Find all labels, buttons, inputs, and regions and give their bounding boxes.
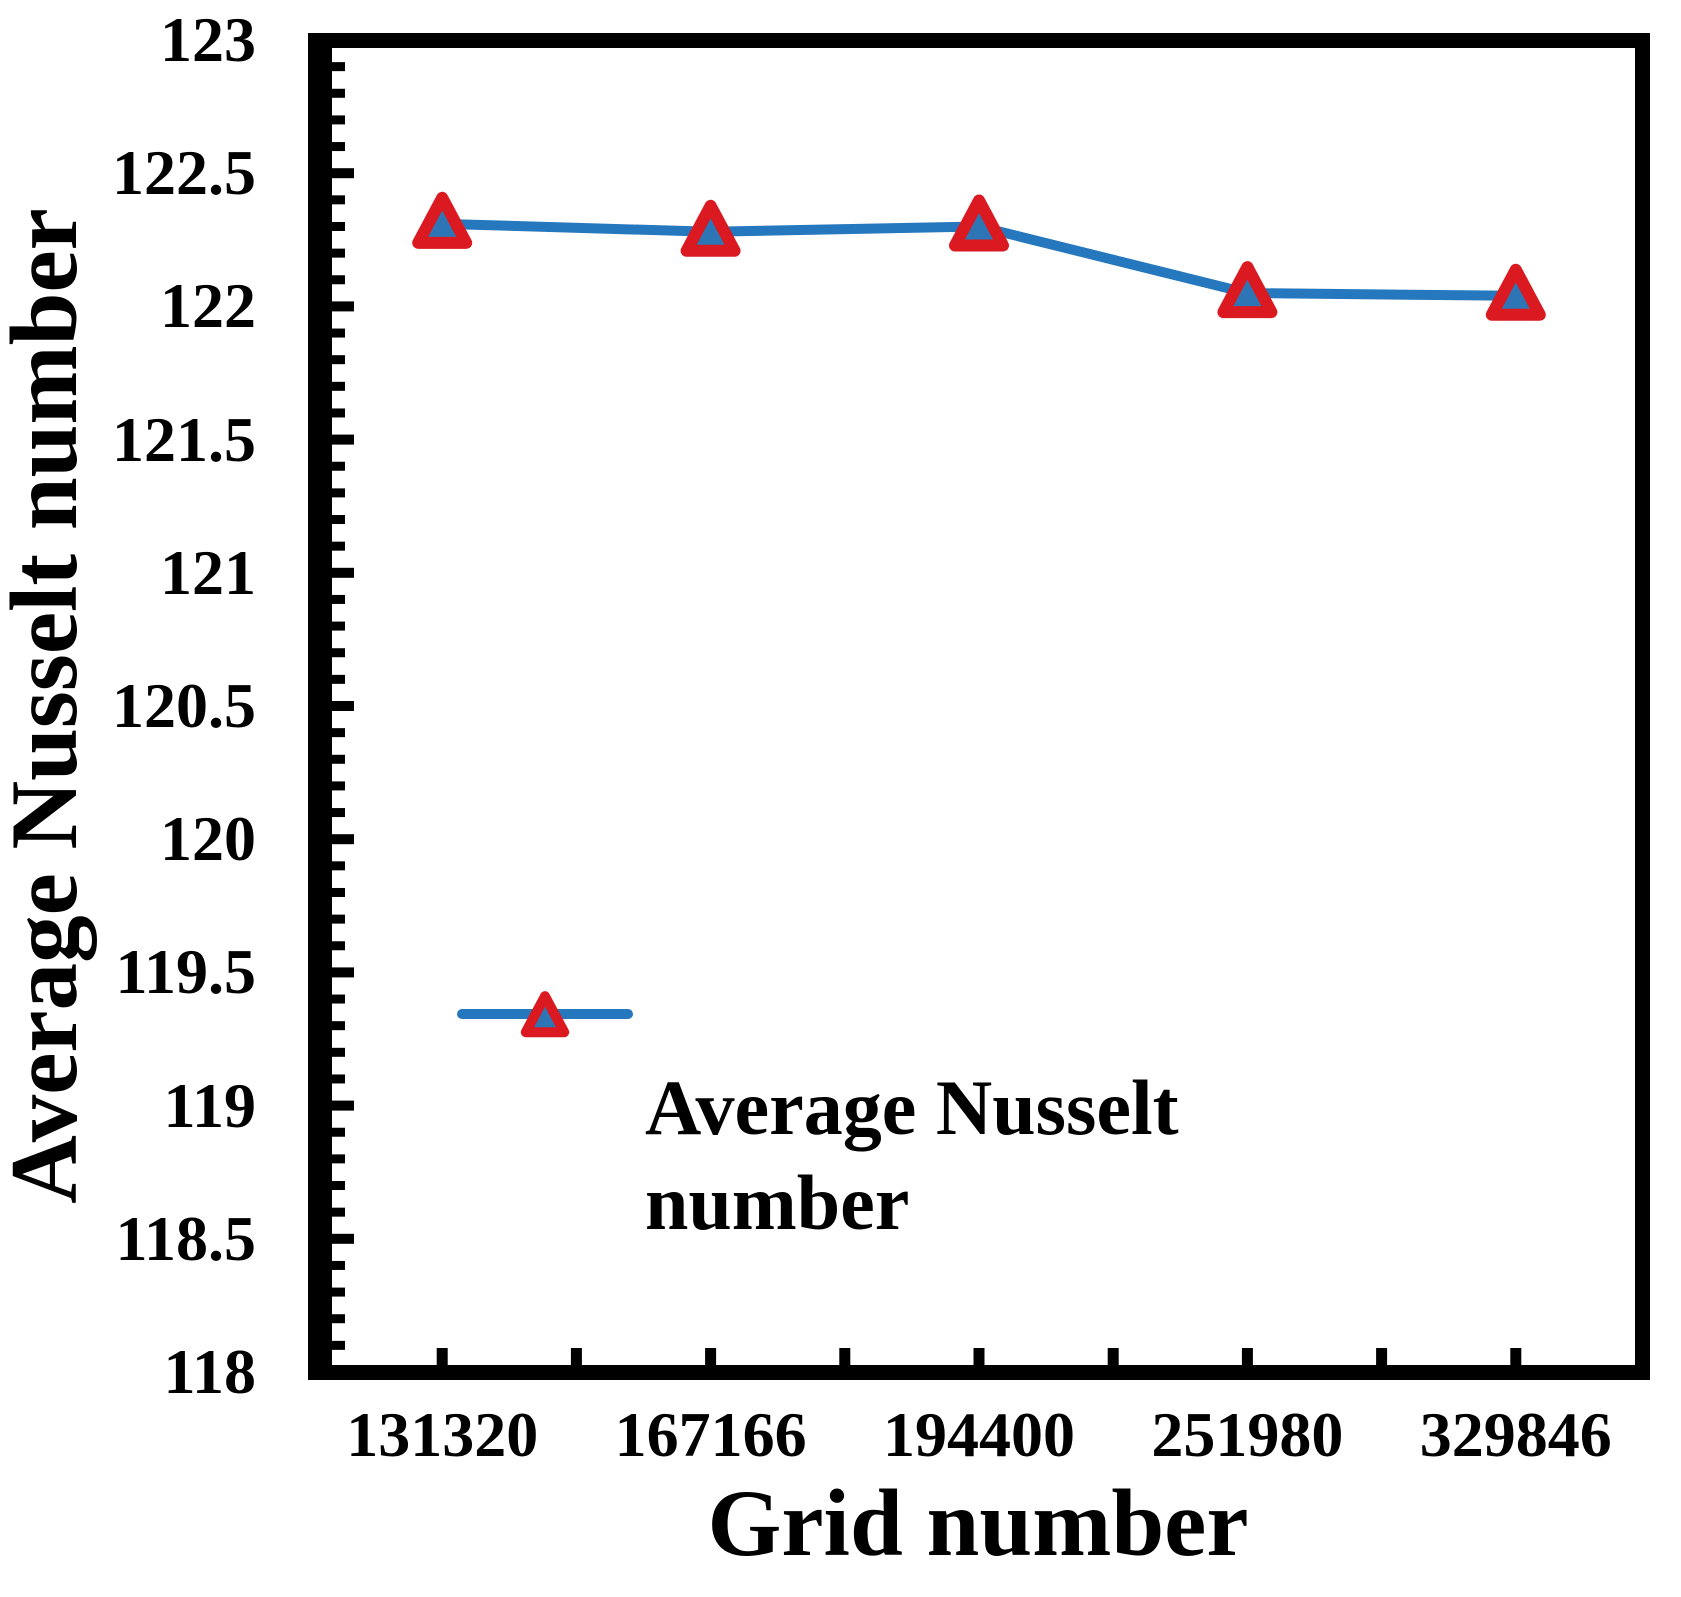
x-tick xyxy=(705,1348,717,1365)
y-minor-tick xyxy=(332,1314,345,1324)
y-minor-tick xyxy=(332,941,345,951)
y-major-tick xyxy=(332,35,354,45)
y-major-tick xyxy=(332,967,354,978)
y-major-tick xyxy=(332,1367,354,1377)
y-minor-tick xyxy=(332,142,345,152)
data-point-marker xyxy=(412,191,473,249)
y-minor-tick xyxy=(332,728,345,738)
y-major-tick xyxy=(332,301,354,312)
y-minor-tick xyxy=(332,115,345,125)
y-minor-tick xyxy=(332,381,345,391)
y-minor-tick xyxy=(332,1074,345,1084)
y-tick-label: 118 xyxy=(163,1336,256,1407)
y-minor-tick xyxy=(332,1340,345,1350)
plot-area xyxy=(308,33,1650,1380)
x-tick xyxy=(570,1348,582,1365)
x-tick-label: 131320 xyxy=(346,1399,539,1470)
y-axis-line xyxy=(308,33,332,1380)
y-minor-tick xyxy=(332,541,345,551)
y-major-tick xyxy=(332,701,354,711)
y-tick-label: 121 xyxy=(160,536,256,608)
y-minor-tick xyxy=(332,221,345,231)
y-tick-label: 120.5 xyxy=(112,670,256,741)
x-tick xyxy=(1107,1348,1119,1365)
y-minor-tick xyxy=(332,648,345,658)
y-minor-tick xyxy=(332,1260,345,1270)
legend-marker xyxy=(520,991,570,1038)
y-minor-tick xyxy=(332,861,345,871)
y-major-tick xyxy=(332,168,354,179)
y-tick-label: 122 xyxy=(160,270,256,342)
y-tick-label: 118.5 xyxy=(115,1202,256,1274)
y-minor-tick xyxy=(332,275,345,285)
y-minor-tick xyxy=(332,808,345,818)
x-tick-label: 194400 xyxy=(883,1399,1075,1470)
y-minor-tick xyxy=(332,461,345,471)
y-minor-tick xyxy=(332,328,345,338)
y-minor-tick xyxy=(332,1287,345,1297)
y-minor-tick xyxy=(332,621,345,631)
y-minor-tick xyxy=(332,754,345,764)
x-tick xyxy=(839,1348,851,1365)
y-minor-tick xyxy=(332,887,345,897)
y-minor-tick xyxy=(332,1047,345,1057)
data-point-marker xyxy=(1485,263,1546,321)
y-minor-tick xyxy=(332,1127,345,1137)
x-tick xyxy=(1376,1348,1388,1365)
x-tick xyxy=(1241,1348,1253,1365)
y-minor-tick xyxy=(332,1181,345,1191)
y-minor-tick xyxy=(332,914,345,924)
y-minor-tick xyxy=(332,994,345,1004)
y-tick-label: 119.5 xyxy=(115,936,256,1008)
y-minor-tick xyxy=(332,88,345,98)
y-major-tick xyxy=(332,1233,354,1244)
legend-label: Average Nusselt number xyxy=(645,1064,1179,1246)
y-tick-label: 119 xyxy=(163,1069,256,1141)
y-tick-label: 122.5 xyxy=(112,137,256,209)
x-tick xyxy=(436,1348,448,1365)
y-minor-tick xyxy=(332,594,345,604)
y-minor-tick xyxy=(332,1154,345,1164)
y-minor-tick xyxy=(332,1021,345,1031)
y-major-tick xyxy=(332,1100,354,1111)
y-major-tick xyxy=(332,834,354,845)
y-major-tick xyxy=(332,434,354,445)
x-tick-label: 329846 xyxy=(1419,1399,1612,1470)
x-tick xyxy=(973,1348,985,1365)
x-tick xyxy=(1510,1348,1522,1365)
y-minor-tick xyxy=(332,355,345,365)
y-tick-label: 120 xyxy=(160,803,256,875)
y-minor-tick xyxy=(332,408,345,418)
y-minor-tick xyxy=(332,674,345,684)
y-major-tick xyxy=(332,567,354,578)
y-minor-tick xyxy=(332,781,345,791)
y-minor-tick xyxy=(332,248,345,258)
y-minor-tick xyxy=(332,62,345,72)
data-point-marker xyxy=(1217,261,1278,319)
data-point-marker xyxy=(949,194,1009,252)
y-minor-tick xyxy=(332,488,345,498)
x-axis-title: Grid number xyxy=(707,1470,1249,1576)
y-minor-tick xyxy=(332,1207,345,1217)
x-tick-label: 167166 xyxy=(614,1399,807,1470)
x-tick-label: 251980 xyxy=(1151,1399,1344,1470)
y-tick-label: 121.5 xyxy=(112,403,256,475)
y-minor-tick xyxy=(332,195,345,205)
data-point-marker xyxy=(680,199,741,257)
y-minor-tick xyxy=(332,515,345,525)
y-tick-label: 123 xyxy=(160,4,256,75)
y-axis-tick-labels: 123 122.5 122 121.5 121 120.5 120 119.5 119 118.5… xyxy=(0,0,262,1597)
